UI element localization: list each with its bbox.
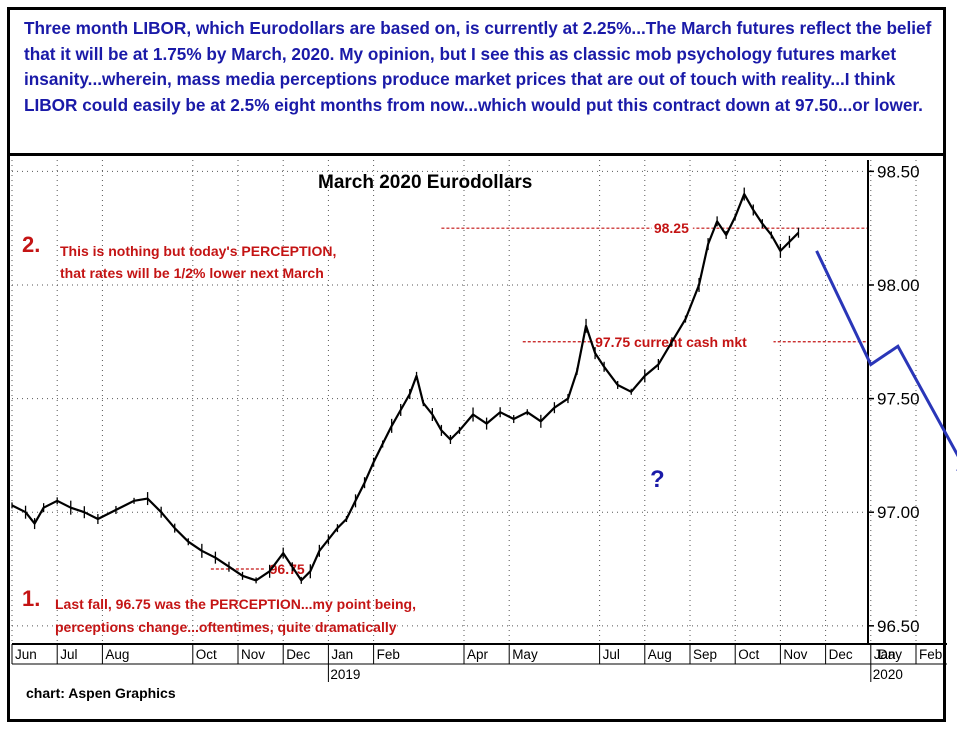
annotation-2-line2: that rates will be 1/2% lower next March xyxy=(60,265,324,281)
chart-axes xyxy=(12,160,947,665)
reference-label-bg xyxy=(651,218,693,237)
x-axis-ticks: Jun Jul Aug Oct Nov Dec Jan Feb Apr May Jul Aug Sep O… xyxy=(11,644,942,682)
commentary-text: Three month LIBOR, which Eurodollars are… xyxy=(24,18,932,115)
year-label: 2020 xyxy=(873,667,903,682)
x-axis-unit-label: Day xyxy=(878,647,902,662)
projection-line xyxy=(815,250,957,458)
y-tick-label: 97.00 xyxy=(877,503,920,522)
y-tick-label: 96.50 xyxy=(877,617,920,636)
reference-label: 98.25 xyxy=(654,220,689,236)
x-tick-label: Jan xyxy=(874,647,896,662)
chart-credit: chart: Aspen Graphics xyxy=(26,685,176,701)
x-tick-label: Apr xyxy=(467,647,489,662)
annotation-1-line2: perceptions change...oftentimes, quite d… xyxy=(55,619,397,635)
chart-title: March 2020 Eurodollars xyxy=(318,172,533,193)
chart-frame xyxy=(7,7,946,722)
y-tick-label: 97.50 xyxy=(877,390,920,409)
x-tick-label: Aug xyxy=(648,647,672,662)
question-mark: ? xyxy=(650,466,665,493)
annotation-1-number: 1. xyxy=(22,586,41,611)
annotation-2-number: 2. xyxy=(22,232,41,257)
x-tick-label: Nov xyxy=(241,647,265,662)
x-tick-label: May xyxy=(512,647,538,662)
reference-label-bg xyxy=(267,559,309,578)
x-tick-label: Feb xyxy=(919,647,942,662)
reference-label-bg xyxy=(593,331,774,350)
projection-arrow xyxy=(815,250,957,471)
y-tick-label: 98.50 xyxy=(877,162,920,181)
annotation-2-line1: This is nothing but today's PERCEPTION, xyxy=(60,243,337,259)
grid-lines xyxy=(11,160,917,644)
x-tick-label: Feb xyxy=(377,647,400,662)
x-tick-label: Jun xyxy=(15,647,37,662)
x-tick-label: Oct xyxy=(196,647,217,662)
annotation-1-line1: Last fall, 96.75 was the PERCEPTION...my… xyxy=(55,596,416,612)
y-tick-label: 98.00 xyxy=(877,276,920,295)
x-tick-label: Sep xyxy=(693,647,717,662)
x-tick-label: Jul xyxy=(60,647,77,662)
commentary-box: Three month LIBOR, which Eurodollars are… xyxy=(10,10,943,156)
y-axis-ticks: 96.50 97.00 97.50 98.00 98.50 xyxy=(868,162,920,636)
x-tick-label: Dec xyxy=(286,647,310,662)
x-tick-label: Dec xyxy=(829,647,853,662)
x-tick-label: Nov xyxy=(783,647,807,662)
x-tick-label: Aug xyxy=(105,647,129,662)
year-label: 2019 xyxy=(330,667,360,682)
x-tick-label: Jan xyxy=(331,647,353,662)
x-tick-label: Oct xyxy=(738,647,759,662)
x-tick-label: Jul xyxy=(603,647,620,662)
price-series xyxy=(11,187,800,584)
